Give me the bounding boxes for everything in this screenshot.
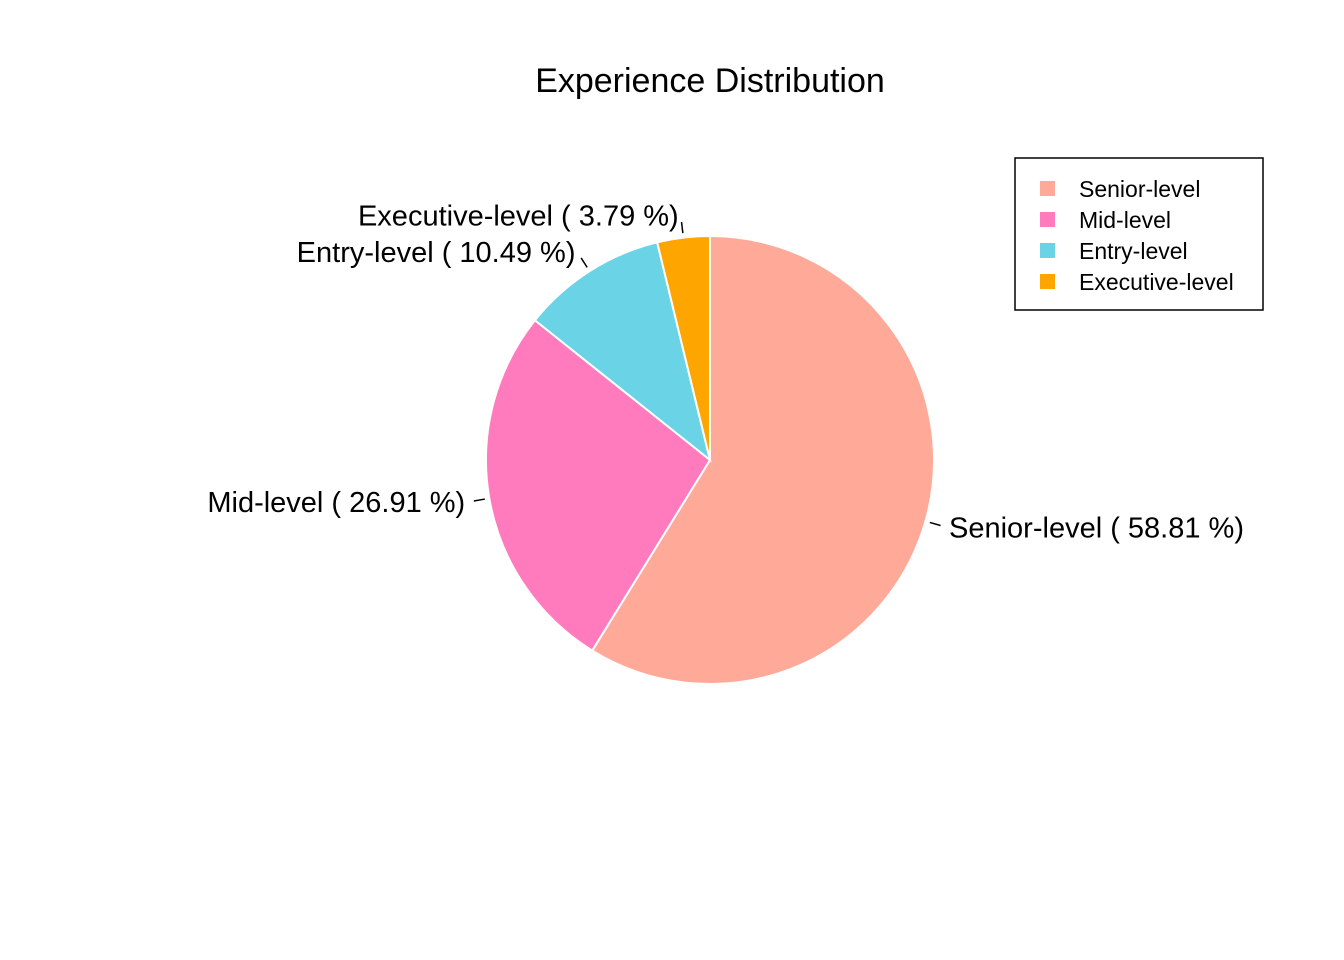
legend-label-executive-level: Executive-level bbox=[1079, 269, 1234, 295]
chart-title: Experience Distribution bbox=[535, 62, 885, 100]
pie-slice-executive-level bbox=[655, 234, 711, 461]
pie-slices bbox=[485, 234, 935, 685]
legend-key-mid-level bbox=[1040, 212, 1055, 227]
slice-labels: Senior-level ( 58.81 %) Mid-level ( 26.91… bbox=[207, 200, 1244, 544]
legend-label-senior-level: Senior-level bbox=[1079, 176, 1200, 202]
label-leader-mid-level bbox=[473, 498, 486, 502]
slice-label-mid-level: Mid-level ( 26.91 %) bbox=[207, 487, 465, 519]
legend-label-mid-level: Mid-level bbox=[1079, 207, 1171, 233]
label-leader-senior-level bbox=[929, 521, 941, 527]
label-leader-entry-level bbox=[580, 257, 588, 268]
legend: Senior-level Mid-level Entry-level Executiv… bbox=[1014, 157, 1264, 311]
pie-slice-mid-level bbox=[485, 318, 712, 652]
legend-key-executive-level bbox=[1040, 274, 1055, 289]
slice-label-entry-level: Entry-level ( 10.49 %) bbox=[297, 237, 576, 269]
label-leader-executive-level bbox=[680, 221, 684, 234]
slice-label-senior-level: Senior-level ( 58.81 %) bbox=[949, 512, 1244, 544]
legend-key-senior-level bbox=[1040, 181, 1055, 196]
pie-slice-entry-level bbox=[533, 241, 712, 463]
legend-box bbox=[1014, 157, 1264, 311]
legend-label-entry-level: Entry-level bbox=[1079, 238, 1188, 264]
slice-label-executive-level: Executive-level ( 3.79 %) bbox=[358, 200, 679, 232]
legend-key-entry-level bbox=[1040, 243, 1055, 258]
pie-slice-senior-level bbox=[590, 234, 935, 685]
